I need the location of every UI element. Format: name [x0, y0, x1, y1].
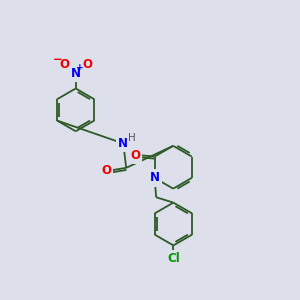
Text: N: N	[71, 67, 81, 80]
Text: Cl: Cl	[167, 252, 180, 265]
Text: O: O	[130, 148, 140, 162]
Text: O: O	[101, 164, 111, 177]
Text: O: O	[59, 58, 69, 70]
Text: −: −	[53, 53, 63, 66]
Text: O: O	[82, 58, 92, 70]
Text: H: H	[128, 133, 136, 143]
Text: +: +	[76, 64, 83, 73]
Text: N: N	[118, 137, 128, 150]
Text: N: N	[150, 171, 160, 184]
